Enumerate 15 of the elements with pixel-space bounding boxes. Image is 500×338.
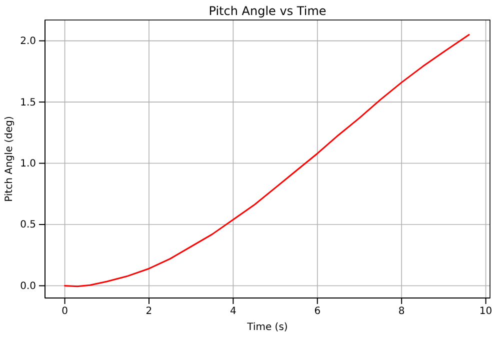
x-tick-label: 4 (230, 306, 236, 318)
y-axis-title: Pitch Angle (deg) (4, 116, 15, 202)
y-tick-label: 1.5 (20, 97, 36, 108)
x-tick-label: 0 (62, 306, 68, 318)
line-series (64, 34, 470, 288)
y-tick-label: 1.0 (20, 158, 36, 170)
y-tick-label: 2.0 (20, 36, 36, 48)
chart-title: Pitch Angle vs Time (208, 4, 326, 18)
y-tick-label: 0.0 (20, 280, 36, 292)
x-tick-label: 6 (314, 306, 321, 318)
x-tick-label: 8 (398, 306, 405, 318)
x-tick-label: 10 (479, 306, 492, 318)
x-axis-title: Time (s) (246, 322, 288, 333)
y-tick-label: 0.5 (20, 220, 36, 231)
x-tick-label: 2 (146, 306, 152, 318)
